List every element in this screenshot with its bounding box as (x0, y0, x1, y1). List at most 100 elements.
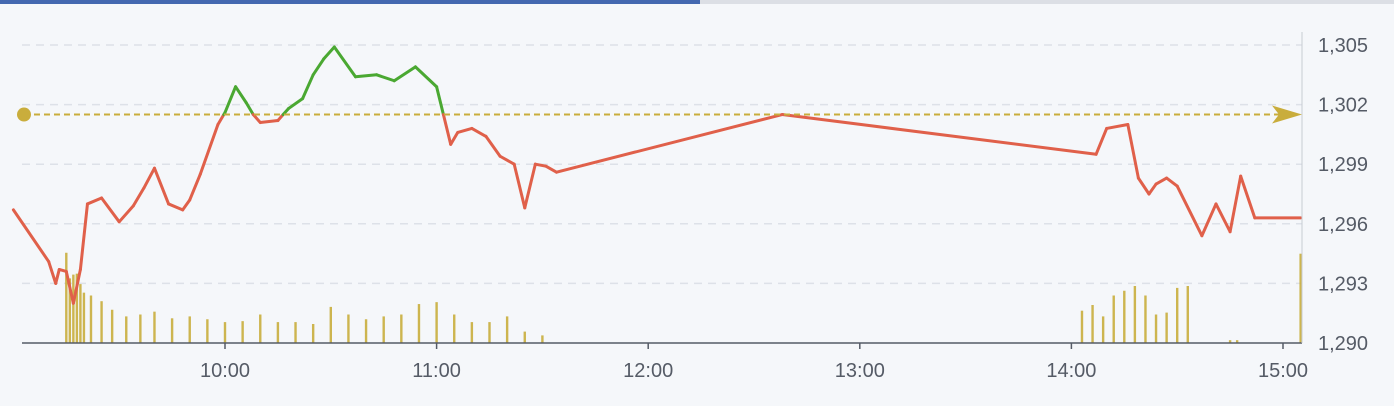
price-segment (244, 101, 255, 117)
volume-bar (1235, 340, 1239, 343)
volume-bar (89, 295, 93, 343)
price-segment (449, 130, 460, 146)
x-tick-label: 11:00 (412, 360, 461, 382)
horizontal-gridlines (22, 44, 1302, 285)
x-tick-label: 12:00 (623, 360, 673, 382)
price-segment (181, 198, 192, 212)
price-segment (441, 113, 453, 146)
price-segment (85, 196, 104, 206)
price-segment (152, 166, 171, 206)
volume-bar (170, 318, 174, 343)
price-segment (533, 162, 548, 168)
price-segment (332, 45, 357, 79)
price-segment (216, 113, 226, 126)
y-tick-label: 1,296 (1318, 214, 1368, 236)
reference-dot-icon (17, 107, 31, 122)
volume-bar (435, 302, 438, 343)
volume-bar (382, 316, 385, 343)
volume-bar (488, 322, 491, 343)
y-tick-label: 1,293 (1318, 273, 1368, 295)
volume-bar (505, 316, 509, 343)
y-tick-label: 1,305 (1318, 35, 1368, 57)
loading-progress-fill (0, 0, 700, 4)
volume-bar (541, 335, 544, 343)
y-axis-ticks: 1,290 1,293 1,296 1,299 1,302 1,305 (1318, 35, 1368, 355)
volume-bar (1080, 310, 1084, 343)
price-segment (470, 126, 488, 138)
price-segment (1136, 176, 1151, 196)
y-tick-label: 1,299 (1318, 154, 1368, 176)
price-segment (64, 269, 75, 305)
price-segment (1094, 126, 1109, 156)
price-segment (484, 134, 502, 158)
price-segment (498, 154, 516, 166)
volume-bar (1176, 287, 1179, 343)
volume-bar (453, 314, 456, 343)
volume-bar (125, 316, 128, 343)
volume-bar (523, 331, 526, 343)
x-tick-label: 13:00 (835, 360, 885, 382)
price-segment (322, 45, 336, 61)
y-tick-label: 1,290 (1318, 333, 1368, 355)
x-tick-label: 14:00 (1046, 360, 1096, 382)
volume-bar (82, 292, 86, 343)
volume-bar (79, 284, 82, 343)
price-segment (198, 122, 220, 176)
volume-bar (294, 322, 297, 343)
volume-bar (364, 319, 368, 343)
x-tick-label: 15:00 (1258, 360, 1308, 382)
volume-bar (276, 322, 280, 343)
price-segment (1175, 184, 1204, 238)
price-segment (54, 267, 61, 285)
price-segment (1165, 176, 1179, 188)
price-segment (523, 162, 537, 210)
volume-bar (206, 319, 209, 343)
volume-bar (1144, 295, 1147, 343)
price-segment (435, 85, 445, 117)
price-segment (11, 208, 51, 264)
volume-bar (1299, 253, 1302, 343)
price-segment (1126, 122, 1140, 180)
price-segment (100, 196, 121, 224)
volume-bar (1101, 316, 1105, 343)
volume-bar (100, 301, 103, 343)
volume-bar (65, 252, 68, 343)
price-line (11, 45, 1303, 305)
price-segment (1154, 176, 1169, 186)
price-segment (234, 85, 248, 105)
price-segment (1228, 174, 1243, 234)
price-segment (117, 204, 135, 224)
volume-bar (1228, 340, 1232, 343)
price-segment (301, 73, 315, 101)
volume-bar (188, 316, 191, 343)
price-segment (251, 113, 262, 124)
price-segment (286, 97, 305, 111)
volume-bar (1186, 286, 1189, 343)
price-segment (131, 186, 146, 208)
price-segment (544, 164, 559, 174)
price-segment (167, 202, 185, 212)
reference-arrow-icon (1272, 105, 1302, 124)
price-segment (512, 162, 527, 210)
price-segment (71, 267, 82, 305)
volume-bar (259, 314, 262, 343)
price-segment (1147, 182, 1158, 196)
price-segment (223, 85, 238, 115)
price-segment (47, 260, 58, 285)
volume-bar (241, 321, 244, 343)
price-segment (258, 118, 280, 124)
volume-bar (311, 324, 315, 343)
x-tick-label: 10:00 (200, 360, 250, 382)
price-segment (392, 65, 417, 83)
price-segment (413, 65, 439, 89)
volume-bar (1112, 295, 1115, 343)
volume-bars (65, 252, 1302, 343)
volume-bar (1123, 290, 1126, 343)
price-segment (188, 172, 202, 202)
price-segment (456, 126, 474, 134)
price-segment (1214, 202, 1232, 234)
volume-bar (1133, 286, 1137, 343)
volume-bar (1154, 314, 1158, 343)
volume-bar (1091, 305, 1094, 343)
price-segment (311, 57, 326, 77)
